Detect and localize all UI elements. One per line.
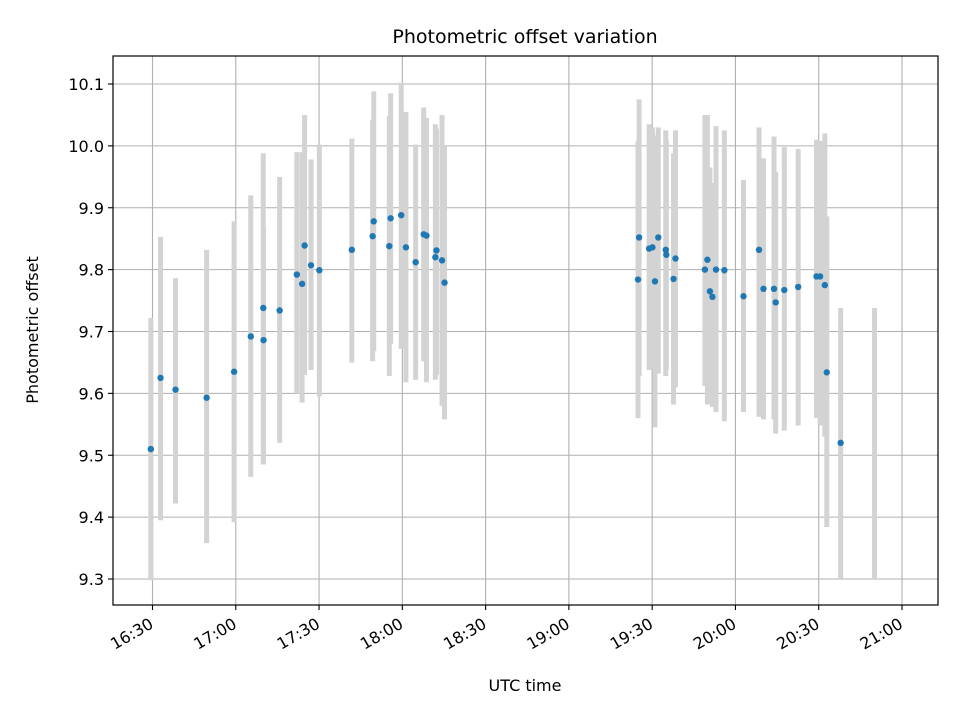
data-point bbox=[823, 369, 830, 376]
data-point bbox=[230, 368, 238, 375]
data-point bbox=[655, 234, 662, 241]
data-point bbox=[709, 293, 716, 301]
data-point bbox=[307, 262, 315, 269]
data-point bbox=[398, 211, 405, 219]
y-tick-label: 10.1 bbox=[68, 75, 104, 94]
data-point bbox=[147, 445, 155, 453]
data-point bbox=[712, 266, 720, 273]
data-point bbox=[760, 285, 767, 293]
data-point bbox=[672, 255, 679, 262]
data-point bbox=[369, 233, 376, 240]
y-tick-label: 10.0 bbox=[68, 137, 104, 156]
x-tick-label: 21:00 bbox=[857, 614, 906, 654]
data-point bbox=[837, 439, 844, 447]
data-point bbox=[651, 278, 659, 285]
data-point bbox=[740, 293, 747, 300]
data-point bbox=[260, 336, 267, 344]
data-point bbox=[412, 259, 419, 266]
x-tick-label: 20:00 bbox=[690, 614, 739, 654]
x-tick-label: 16:30 bbox=[107, 614, 156, 654]
data-point bbox=[821, 281, 829, 289]
data-point bbox=[260, 304, 267, 312]
data-point bbox=[402, 244, 410, 251]
data-point bbox=[794, 283, 802, 291]
data-point bbox=[634, 276, 642, 283]
x-tick-label: 18:30 bbox=[440, 614, 489, 654]
data-point bbox=[387, 215, 394, 222]
data-point bbox=[157, 374, 164, 382]
data-point bbox=[770, 285, 778, 293]
data-point bbox=[781, 286, 788, 294]
y-axis-ticks: 9.3 9.4 9.5 9.6 9.7 9.8 9.9 10.0 10.1 bbox=[68, 75, 113, 589]
data-point bbox=[662, 246, 669, 254]
data-point bbox=[423, 232, 430, 239]
data-point bbox=[635, 234, 643, 241]
y-tick-label: 9.9 bbox=[79, 199, 104, 218]
y-tick-label: 9.8 bbox=[79, 261, 104, 280]
y-tick-label: 9.7 bbox=[79, 323, 104, 342]
chart-title: Photometric offset variation bbox=[392, 26, 657, 48]
data-point bbox=[432, 254, 439, 261]
data-point bbox=[772, 299, 779, 306]
y-tick-label: 9.5 bbox=[79, 446, 104, 465]
x-tick-label: 19:00 bbox=[523, 614, 572, 654]
data-point bbox=[755, 246, 763, 254]
data-point bbox=[438, 257, 446, 264]
data-point bbox=[704, 256, 711, 263]
data-point bbox=[172, 386, 179, 393]
data-point bbox=[433, 247, 440, 254]
x-tick-label: 19:30 bbox=[607, 614, 656, 654]
data-point bbox=[348, 246, 356, 254]
y-tick-label: 9.3 bbox=[79, 570, 104, 589]
x-axis-ticks: 16:30 17:00 17:30 18:00 18:30 19:00 19:30 20:00… bbox=[107, 605, 906, 654]
x-tick-label: 17:30 bbox=[274, 614, 323, 654]
data-point bbox=[301, 242, 308, 249]
data-point bbox=[441, 279, 448, 286]
data-points bbox=[147, 211, 844, 453]
y-tick-label: 9.4 bbox=[79, 508, 104, 527]
y-tick-label: 9.6 bbox=[79, 384, 104, 403]
data-point bbox=[670, 275, 677, 283]
x-tick-label: 17:00 bbox=[190, 614, 239, 654]
data-point bbox=[386, 242, 393, 250]
data-point bbox=[203, 394, 210, 401]
data-point bbox=[370, 218, 377, 225]
data-point bbox=[276, 307, 283, 314]
data-point bbox=[816, 273, 824, 280]
data-point bbox=[298, 280, 306, 288]
axes-frame bbox=[112, 55, 939, 606]
y-axis-label: Photometric offset bbox=[23, 256, 42, 404]
data-point bbox=[316, 267, 323, 274]
data-point bbox=[721, 267, 728, 274]
x-tick-label: 18:00 bbox=[357, 614, 406, 654]
data-point bbox=[649, 244, 656, 251]
data-point bbox=[293, 271, 301, 278]
x-axis-label: UTC time bbox=[489, 676, 562, 695]
data-point bbox=[663, 251, 670, 258]
data-point bbox=[706, 288, 714, 295]
data-point bbox=[701, 266, 709, 273]
x-tick-label: 20:30 bbox=[773, 614, 822, 654]
data-point bbox=[247, 333, 254, 340]
